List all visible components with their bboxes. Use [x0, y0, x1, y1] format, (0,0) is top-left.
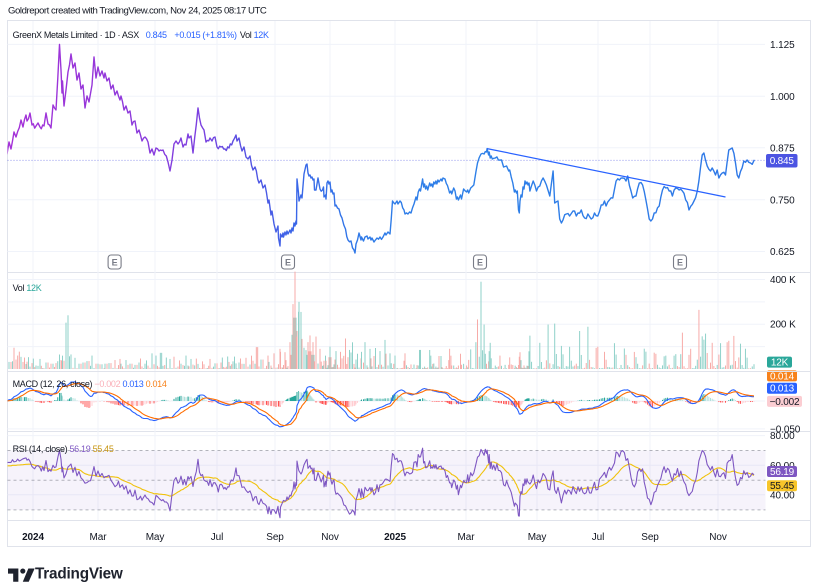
svg-text:0.845: 0.845 — [770, 156, 795, 167]
svg-text:200 K: 200 K — [770, 320, 796, 331]
svg-text:0.845: 0.845 — [146, 30, 167, 40]
svg-text:40.00: 40.00 — [770, 490, 795, 501]
svg-text:56.19: 56.19 — [770, 467, 795, 478]
svg-text:Vol: Vol — [240, 30, 252, 40]
svg-text:0.875: 0.875 — [770, 143, 795, 154]
svg-text:400 K: 400 K — [770, 275, 796, 286]
svg-text:0.013: 0.013 — [770, 384, 795, 395]
svg-text:Mar: Mar — [90, 532, 108, 543]
svg-text:MACD (12, 26, close) −0.002 0.: MACD (12, 26, close) −0.002 0.013 0.014 — [13, 379, 167, 389]
svg-text:Nov: Nov — [709, 532, 727, 543]
svg-text:Mar: Mar — [458, 532, 476, 543]
svg-text:Nov: Nov — [321, 532, 339, 543]
svg-text:0.750: 0.750 — [770, 195, 795, 206]
svg-text:May: May — [146, 532, 165, 543]
svg-text:Goldreport created with Tradin: Goldreport created with TradingView.com,… — [8, 6, 267, 17]
svg-text:1.125: 1.125 — [770, 40, 795, 51]
svg-text:2024: 2024 — [22, 532, 44, 543]
svg-text:Vol 12K: Vol 12K — [13, 283, 42, 293]
svg-text:12K: 12K — [254, 30, 269, 40]
svg-text:12K: 12K — [771, 358, 789, 369]
svg-text:E: E — [677, 258, 683, 268]
svg-text:GreenX Metals Limited · 1D · A: GreenX Metals Limited · 1D · ASX — [13, 30, 140, 40]
svg-text:2025: 2025 — [384, 532, 406, 543]
svg-text:Sep: Sep — [266, 532, 284, 543]
svg-text:E: E — [477, 258, 483, 268]
svg-text:+0.015 (+1.81%): +0.015 (+1.81%) — [174, 30, 237, 40]
svg-text:Jul: Jul — [592, 532, 604, 543]
svg-text:80.00: 80.00 — [770, 431, 795, 442]
svg-text:−0.002: −0.002 — [770, 397, 800, 408]
svg-text:0.014: 0.014 — [770, 371, 795, 382]
svg-text:Jul: Jul — [211, 532, 223, 543]
svg-text:E: E — [285, 258, 291, 268]
svg-text:−0.050: −0.050 — [770, 425, 801, 436]
svg-text:0.625: 0.625 — [770, 247, 795, 258]
svg-text:1.000: 1.000 — [770, 92, 795, 103]
svg-text:E: E — [112, 258, 118, 268]
svg-text:Sep: Sep — [641, 532, 659, 543]
svg-text:May: May — [528, 532, 547, 543]
svg-text:RSI (14, close) 56.19 55.45: RSI (14, close) 56.19 55.45 — [13, 444, 114, 454]
svg-text:TradingView: TradingView — [35, 566, 123, 583]
svg-text:55.45: 55.45 — [770, 481, 795, 492]
